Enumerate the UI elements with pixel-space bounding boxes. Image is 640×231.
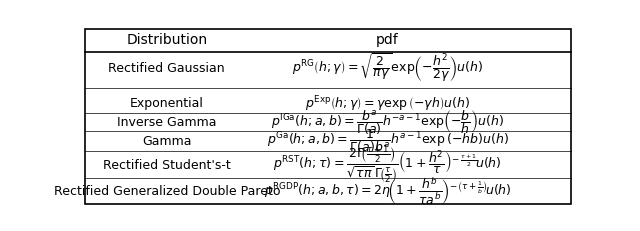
Text: Rectified Gaussian: Rectified Gaussian xyxy=(109,61,225,74)
Text: $p^{\mathrm{Exp}}\left(h;\gamma\right)=\gamma\exp\left(-\gamma h\right)u(h)$: $p^{\mathrm{Exp}}\left(h;\gamma\right)=\… xyxy=(305,94,470,113)
Text: Exponential: Exponential xyxy=(130,97,204,110)
Text: $p^{\mathrm{RST}}\left(h;\tau\right)=\dfrac{2\Gamma\!\left(\frac{\tau+1}{2}\righ: $p^{\mathrm{RST}}\left(h;\tau\right)=\df… xyxy=(273,144,502,186)
Text: pdf: pdf xyxy=(376,33,399,47)
Text: $p^{\mathrm{IGa}}\left(h;a,b\right)=\dfrac{b^{a}}{\Gamma(a)}h^{-a-1}\exp\!\left(: $p^{\mathrm{IGa}}\left(h;a,b\right)=\dfr… xyxy=(271,108,504,136)
Text: Rectified Student's-t: Rectified Student's-t xyxy=(103,158,230,171)
Text: Rectified Generalized Double Pareto: Rectified Generalized Double Pareto xyxy=(54,184,280,197)
Text: Inverse Gamma: Inverse Gamma xyxy=(117,116,216,128)
Text: $p^{\mathrm{RGDP}}\left(h;a,b,\tau\right)=2\eta\!\left(1+\dfrac{h^{b}}{\tau a^{b: $p^{\mathrm{RGDP}}\left(h;a,b,\tau\right… xyxy=(264,175,511,206)
Text: $p^{\mathrm{Ga}}\left(h;a,b\right)=\dfrac{1}{\Gamma(a)b^{a}}h^{a-1}\exp\left(-hb: $p^{\mathrm{Ga}}\left(h;a,b\right)=\dfra… xyxy=(267,127,508,155)
Text: Distribution: Distribution xyxy=(126,33,207,47)
Text: Gamma: Gamma xyxy=(142,134,191,147)
Text: $p^{\mathrm{RG}}\left(h;\gamma\right)=\sqrt{\dfrac{2}{\pi\gamma}}\exp\!\left(-\d: $p^{\mathrm{RG}}\left(h;\gamma\right)=\s… xyxy=(292,52,483,84)
